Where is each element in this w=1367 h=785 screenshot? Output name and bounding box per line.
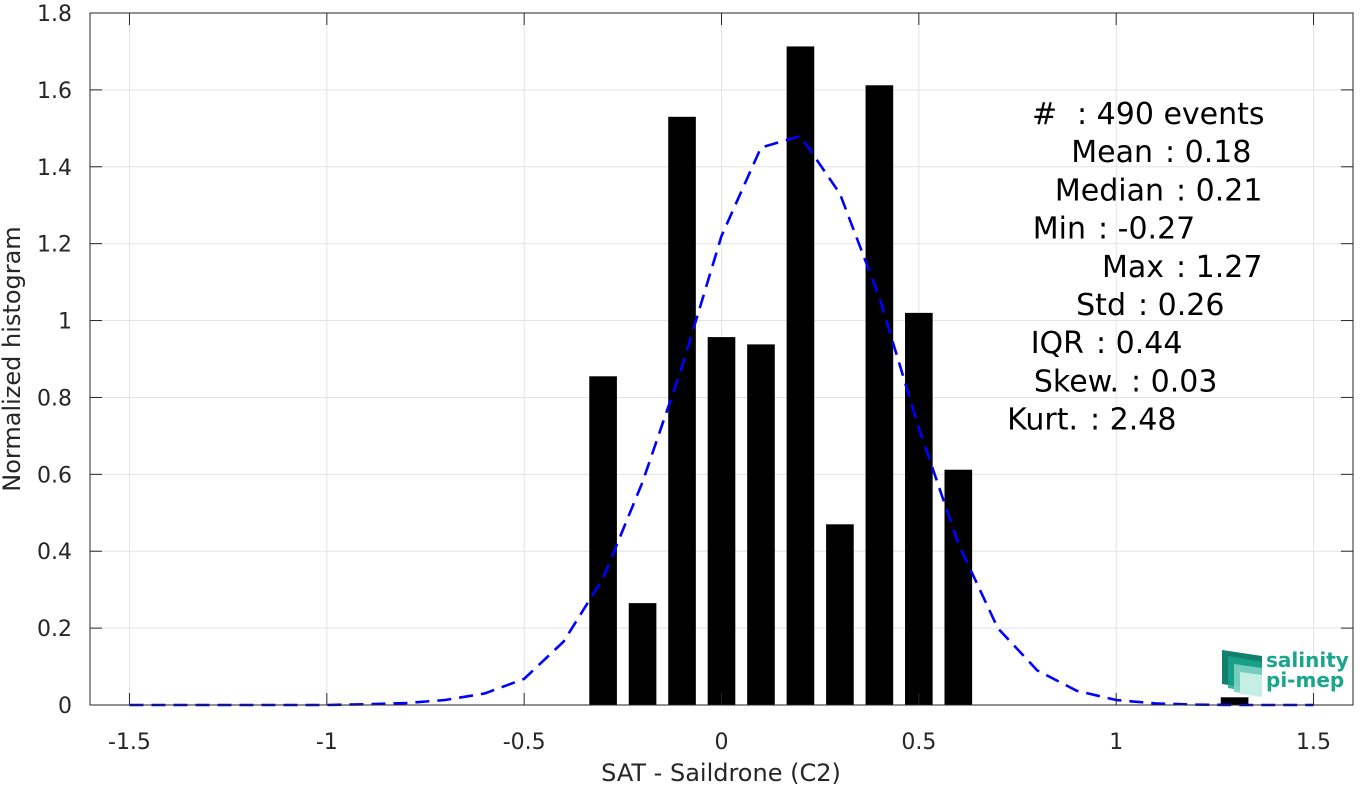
histogram-bar [865,85,894,705]
histogram-bar [747,344,775,705]
y-tick-label: 0.8 [37,386,72,411]
histogram-bars [589,46,1249,706]
stat-value: : 0.18 [1165,135,1251,170]
x-tick-label: -1.5 [108,730,151,755]
stat-line: Max : 1.27 [1102,250,1262,285]
stat-line: Median : 0.21 [1055,173,1263,208]
stat-label: Kurt. [1007,403,1078,438]
y-axis-label: Normalized histogram [0,226,26,491]
stat-line: Std : 0.26 [1076,288,1224,323]
histogram-bar [589,376,617,705]
logo-text-pimep: pi-mep [1266,668,1344,692]
x-axis-label: SAT - Saildrone (C2) [601,759,841,785]
stat-value: : 0.21 [1176,173,1262,208]
stat-label: Mean [1071,135,1153,170]
stat-label: Max [1102,250,1164,285]
y-tick-label: 1.6 [37,79,72,104]
stat-label: IQR [1031,326,1084,361]
y-tick-label: 1 [58,310,72,335]
axis-ticks [90,12,1353,706]
stat-label: Median [1055,173,1164,208]
histogram-bar [668,116,696,706]
stat-line: IQR : 0.44 [1031,326,1183,361]
stat-line: Skew. : 0.03 [1034,364,1218,399]
stat-label: Skew. [1034,364,1119,399]
y-tick-labels: 0 0.2 0.4 0.6 0.8 1 1.2 1.4 1.6 1.8 [37,2,72,719]
stat-line: Min : -0.27 [1033,212,1196,247]
x-tick-label: -1 [316,730,338,755]
histogram-bar [1220,697,1249,705]
x-tick-labels: -1.5 -1 -0.5 0 0.5 1 1.5 [108,730,1331,755]
x-tick-label: -0.5 [503,730,546,755]
y-tick-label: 1.8 [37,2,72,27]
y-tick-label: 0 [58,694,72,719]
stat-value: : 490 events [1077,97,1265,132]
histogram-bar [707,337,736,705]
stat-value: : 0.26 [1138,288,1224,323]
stat-label: Std [1076,288,1126,323]
y-tick-label: 0.4 [37,540,72,565]
y-tick-label: 0.6 [37,463,72,488]
histogram-bar [786,46,815,706]
histogram-bar [905,312,933,705]
logo-text-salinity: salinity [1266,648,1349,672]
salinity-pimep-logo: salinity pi-mep [1222,648,1349,697]
y-tick-label: 1.4 [37,156,72,181]
y-tick-label: 1.2 [37,233,72,258]
stat-value: : -0.27 [1098,212,1195,247]
histogram-bar [628,603,657,705]
x-tick-label: 0.5 [901,730,936,755]
x-tick-label: 1.5 [1296,730,1331,755]
y-tick-label: 0.2 [37,617,72,642]
stat-value: : 1.27 [1176,250,1262,285]
stat-line: # : 490 events [1032,97,1265,132]
x-tick-label: 0 [715,730,729,755]
stat-label: # [1032,97,1057,132]
stat-line: Mean : 0.18 [1071,135,1251,170]
histogram-bar [944,469,973,705]
stat-value: : 0.44 [1096,326,1182,361]
stat-line: Kurt. : 2.48 [1007,403,1176,438]
stat-value: : 2.48 [1090,403,1176,438]
x-tick-label: 1 [1109,730,1123,755]
logo-mark-icon [1222,650,1262,697]
stat-label: Min [1033,212,1086,247]
stat-value: : 0.03 [1131,364,1217,399]
histogram-bar [826,524,854,705]
